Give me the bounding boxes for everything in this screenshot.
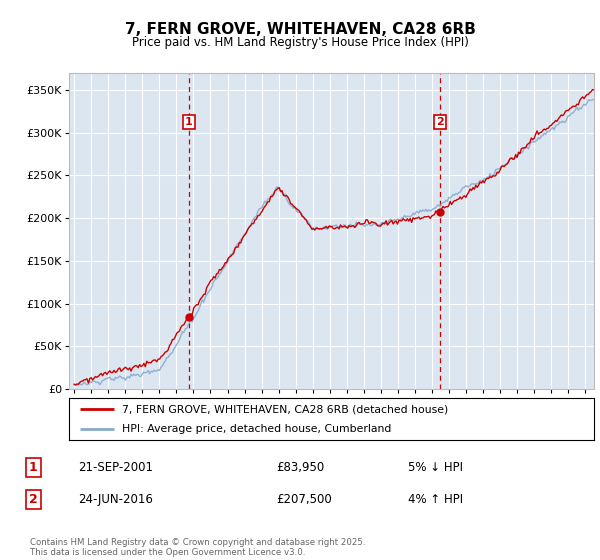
Text: 1: 1	[29, 461, 37, 474]
Text: 7, FERN GROVE, WHITEHAVEN, CA28 6RB (detached house): 7, FERN GROVE, WHITEHAVEN, CA28 6RB (det…	[121, 404, 448, 414]
Text: 21-SEP-2001: 21-SEP-2001	[78, 461, 153, 474]
Text: 4% ↑ HPI: 4% ↑ HPI	[408, 493, 463, 506]
Text: Contains HM Land Registry data © Crown copyright and database right 2025.
This d: Contains HM Land Registry data © Crown c…	[30, 538, 365, 557]
Text: 24-JUN-2016: 24-JUN-2016	[78, 493, 153, 506]
Text: £207,500: £207,500	[276, 493, 332, 506]
Text: Price paid vs. HM Land Registry's House Price Index (HPI): Price paid vs. HM Land Registry's House …	[131, 36, 469, 49]
Text: £83,950: £83,950	[276, 461, 324, 474]
Text: 1: 1	[185, 117, 193, 127]
Text: 2: 2	[436, 117, 444, 127]
Text: 2: 2	[29, 493, 37, 506]
Text: HPI: Average price, detached house, Cumberland: HPI: Average price, detached house, Cumb…	[121, 424, 391, 434]
Text: 7, FERN GROVE, WHITEHAVEN, CA28 6RB: 7, FERN GROVE, WHITEHAVEN, CA28 6RB	[125, 22, 475, 38]
Text: 5% ↓ HPI: 5% ↓ HPI	[408, 461, 463, 474]
